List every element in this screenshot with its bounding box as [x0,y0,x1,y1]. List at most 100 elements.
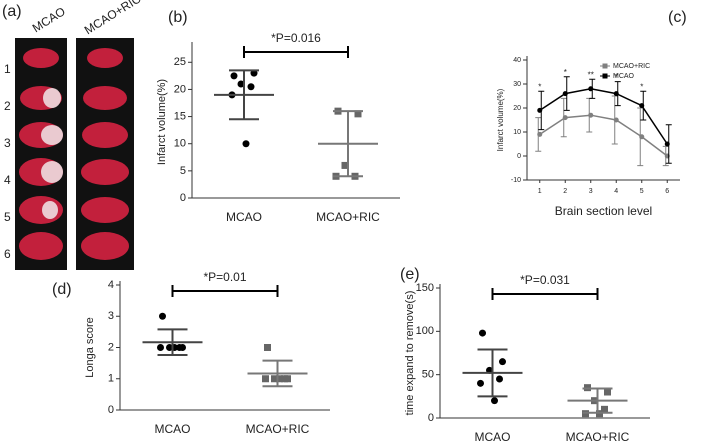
data-point [499,358,506,366]
panel-label: (a) [2,3,22,20]
data-point [639,103,645,109]
data-point [264,344,271,351]
data-point [562,91,568,97]
annotation: ** [588,70,594,79]
legend-marker [602,63,608,69]
y-tick-label: 150 [416,282,434,294]
x-tick-label: 3 [589,188,593,195]
y-axis-label: Longa score [84,317,96,378]
y-tick-label: 2 [108,341,114,353]
data-point [281,375,288,383]
legend-label: MCAO+RIC [613,63,650,70]
y-tick-label: 10 [174,138,186,150]
data-point [247,83,255,91]
y-axis-label: Infarct volume(%) [156,79,168,165]
y-tick-label: 100 [416,325,434,337]
x-tick-label: MCAO+RIC [246,422,310,436]
x-tick-label: MCAO+RIC [566,430,630,444]
row-label: 6 [4,247,11,261]
data-point [276,375,283,383]
data-point [639,134,645,140]
y-tick-label: 40 [513,57,521,64]
data-point [262,375,269,383]
panel-label: (d) [52,281,72,298]
x-axis-label: Brain section level [555,204,652,218]
panel-label: (c) [668,9,687,26]
data-point [242,140,250,148]
annotation: * [615,73,618,82]
error-bar [582,387,613,414]
y-tick-label: 50 [422,369,434,381]
y-tick-label: -10 [511,177,521,184]
y-tick-label: 20 [174,83,186,95]
error-bar [477,348,508,398]
data-point [604,388,611,396]
significance-bracket [243,46,349,58]
error-bar [157,328,188,356]
row-label: 3 [4,136,11,150]
y-tick-label: 25 [174,56,186,68]
row-label: 4 [4,173,11,187]
y-tick-label: 20 [513,105,521,112]
y-tick-label: 1 [108,373,114,385]
significance-bracket [171,285,279,297]
data-point [479,329,486,337]
panel-label: (b) [168,9,188,26]
y-axis-label: Infarct volume(%) [496,88,505,151]
y-axis-label: time expand to remove(s) [404,291,416,416]
x-tick-label: 5 [640,188,644,195]
y-tick-label: 0 [108,404,114,416]
y-tick-label: 4 [108,279,114,291]
data-point [159,312,166,320]
y-tick-label: 15 [174,110,186,122]
x-tick-label: 1 [538,188,542,195]
slice-column [76,38,134,270]
data-point [491,397,498,405]
data-point [601,405,608,413]
legend-label: MCAO [613,73,635,80]
legend-marker [602,73,608,79]
y-tick-label: 0 [517,153,521,160]
data-point [166,344,173,351]
column-label: MCAO+RIC [82,0,144,37]
y-tick-label: 0 [180,192,186,204]
series-line [539,114,668,157]
data-point [562,115,568,121]
y-tick-label: 0 [428,412,434,424]
annotation: *P=0.031 [520,273,570,287]
series-line [539,88,668,145]
error-bar [262,359,293,388]
x-tick-label: 2 [563,188,567,195]
annotation: * [640,82,643,91]
annotation: *P=0.01 [203,270,246,284]
data-point [237,80,245,88]
x-tick-label: 4 [614,188,618,195]
data-point [537,131,543,137]
y-tick-label: 3 [108,310,114,322]
data-point [230,72,238,80]
row-label: 5 [4,210,11,224]
data-point [354,110,362,118]
y-tick-label: 5 [180,165,186,177]
x-tick-label: MCAO [155,422,191,436]
x-tick-label: MCAO+RIC [316,210,380,224]
data-point [176,344,183,351]
data-point [664,141,670,147]
x-tick-label: 6 [665,188,669,195]
data-point [588,112,594,118]
data-point [613,91,619,97]
annotation: * [564,68,567,77]
data-point [341,161,349,169]
slice-column [15,38,67,270]
column-label: MCAO [30,4,68,35]
row-label: 2 [4,99,11,113]
infarct-area [41,88,63,219]
row-label: 1 [4,62,11,76]
data-point [613,117,619,123]
x-tick-label: MCAO [226,210,262,224]
annotation: *P=0.016 [271,31,321,45]
data-point [271,375,278,383]
x-tick-label: MCAO [475,430,511,444]
y-tick-label: 10 [513,129,521,136]
data-point [496,375,503,383]
